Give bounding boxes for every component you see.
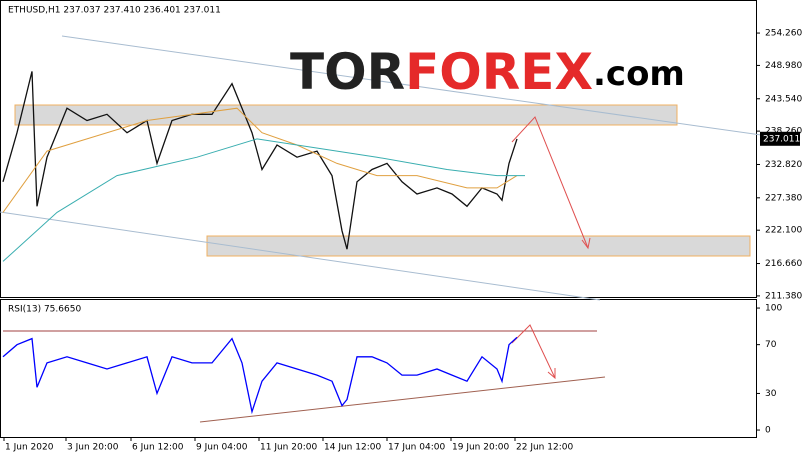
marks: 254.260 248.980 243.540 238.260 232.820 227.3…	[2, 29, 802, 453]
resistance-zone	[14, 104, 678, 126]
y-tick-label: 227.380	[765, 193, 802, 203]
series-line	[2, 107, 518, 213]
x-tick-label: 6 Jun 12:00	[132, 443, 184, 453]
last-price-box	[760, 131, 800, 146]
x-tick-label: 9 Jun 04:00	[196, 443, 248, 453]
x-tick-label: 14 Jun 12:00	[324, 443, 381, 453]
y-tick-label: 243.540	[765, 94, 802, 104]
rsi-panel	[0, 299, 757, 438]
x-tick-label: 22 Jun 12:00	[516, 443, 573, 453]
y-tick-label: 0	[765, 426, 771, 436]
forecast-arrows	[511, 116, 591, 380]
support-zone	[206, 235, 751, 257]
y-tick-label: 211.380	[765, 291, 802, 301]
y-tick-label: 216.660	[765, 259, 802, 269]
channel-top	[61, 35, 776, 138]
x-tick-label: 1 Jun 2020	[5, 443, 54, 453]
rsi-title: RSI(13) 75.6650	[8, 305, 81, 315]
series-line	[2, 71, 518, 250]
series-line	[2, 138, 525, 262]
y-tick-label: 248.980	[765, 61, 802, 71]
logo-part: TOR	[290, 43, 405, 101]
x-tick-label: 17 Jun 04:00	[388, 443, 445, 453]
y-tick-label: 30	[765, 389, 777, 399]
price-title: ETHUSD,H1 237.037 237.410 236.401 237.01…	[8, 6, 221, 16]
y-tick-label: 254.260	[765, 29, 802, 39]
y-tick-label: 232.820	[765, 160, 802, 170]
y-tick-label: 238.260	[765, 127, 802, 137]
y-tick-label: 222.100	[765, 226, 802, 236]
x-tick-label: 3 Jun 20:00	[67, 443, 119, 453]
channel-bottom	[0, 211, 601, 301]
logo: TORFOREX.com	[290, 43, 685, 101]
x-tick-label: 11 Jun 20:00	[260, 443, 317, 453]
x-tick-label: 19 Jun 20:00	[452, 443, 509, 453]
y-tick-label: 100	[765, 304, 782, 314]
series-line	[2, 336, 518, 415]
last-price-label: 237.011	[763, 134, 800, 144]
y-tick-label: 70	[765, 340, 777, 350]
logo-part: FOREX	[405, 43, 593, 101]
logo-part: .com	[593, 54, 685, 94]
rsi-trend	[199, 376, 606, 423]
